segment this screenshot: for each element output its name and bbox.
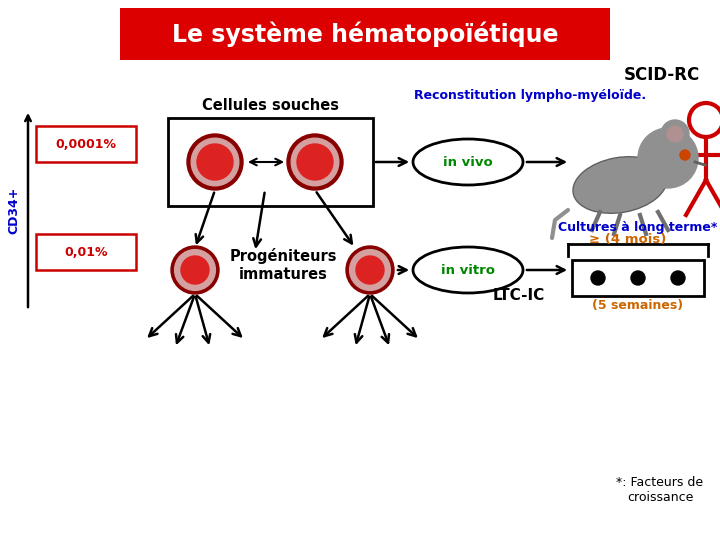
- Text: CD34+: CD34+: [7, 186, 20, 234]
- Circle shape: [287, 134, 343, 190]
- Text: Cellules souches: Cellules souches: [202, 98, 338, 113]
- Text: (5 semaines): (5 semaines): [593, 299, 683, 312]
- Circle shape: [192, 138, 239, 186]
- Circle shape: [591, 271, 605, 285]
- Ellipse shape: [413, 247, 523, 293]
- Bar: [36, 234, 136, 270]
- Text: 0,01%: 0,01%: [64, 246, 108, 259]
- Ellipse shape: [413, 139, 523, 185]
- Circle shape: [631, 271, 645, 285]
- Circle shape: [661, 120, 689, 148]
- Circle shape: [346, 246, 394, 294]
- Text: Cultures à long terme*: Cultures à long terme*: [558, 221, 718, 234]
- Text: *: Facteurs de
croissance: *: Facteurs de croissance: [616, 476, 703, 504]
- Text: in vivo: in vivo: [443, 156, 493, 168]
- Text: Progéniteurs
immatures: Progéniteurs immatures: [229, 248, 337, 282]
- Circle shape: [638, 128, 698, 188]
- Bar: [572, 260, 704, 296]
- Circle shape: [680, 150, 690, 160]
- Text: 0,0001%: 0,0001%: [55, 138, 117, 151]
- Ellipse shape: [573, 157, 667, 213]
- Circle shape: [297, 144, 333, 180]
- Circle shape: [350, 249, 390, 291]
- Text: Le système hématopoïétique: Le système hématopoïétique: [172, 21, 558, 47]
- Circle shape: [356, 256, 384, 284]
- Circle shape: [291, 138, 339, 186]
- Bar: [120, 8, 610, 60]
- Text: in vitro: in vitro: [441, 264, 495, 276]
- Text: ≥ (4 mois): ≥ (4 mois): [589, 233, 667, 246]
- Text: Reconstitution lympho-myéloïde.: Reconstitution lympho-myéloïde.: [414, 90, 646, 103]
- Circle shape: [174, 249, 215, 291]
- Circle shape: [197, 144, 233, 180]
- Circle shape: [171, 246, 219, 294]
- Circle shape: [667, 126, 683, 142]
- Text: LTC-IC: LTC-IC: [493, 287, 545, 302]
- Bar: [168, 118, 373, 206]
- Bar: [36, 126, 136, 162]
- Circle shape: [181, 256, 209, 284]
- Circle shape: [671, 271, 685, 285]
- Circle shape: [187, 134, 243, 190]
- Text: SCID-RC: SCID-RC: [624, 66, 700, 84]
